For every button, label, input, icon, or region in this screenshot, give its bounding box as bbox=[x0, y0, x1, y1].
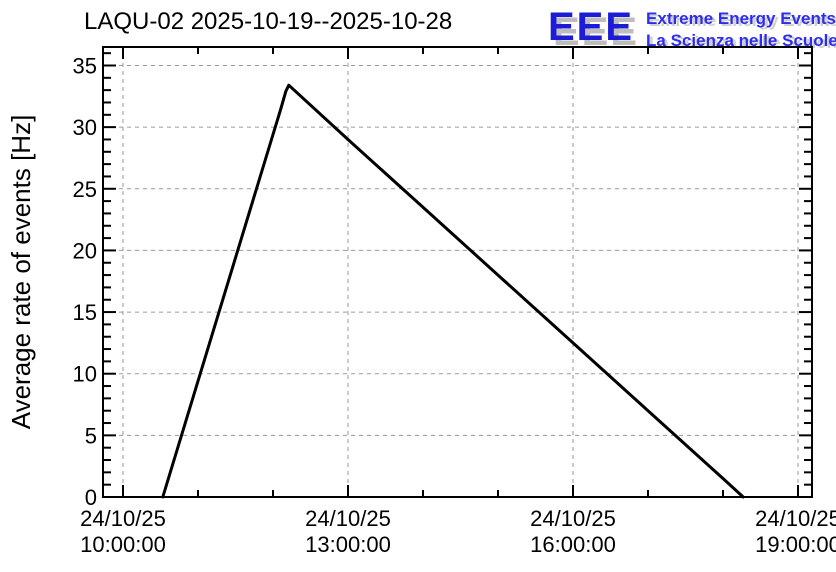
x-tick-label-time: 16:00:00 bbox=[530, 532, 616, 557]
eee-logo: EEE Extreme Energy Events La Scienza nel… bbox=[548, 5, 836, 52]
y-tick-label: 15 bbox=[73, 300, 97, 325]
x-tick-label-time: 19:00:00 bbox=[755, 532, 836, 557]
y-tick-label: 30 bbox=[73, 115, 97, 140]
x-tick-label-date: 24/10/25 bbox=[80, 506, 166, 531]
eee-logo-text: Extreme Energy Events La Scienza nelle S… bbox=[646, 8, 836, 52]
y-tick-label: 35 bbox=[73, 53, 97, 78]
eee-logo-acronym: EEE bbox=[548, 5, 635, 49]
x-tick-label-date: 24/10/25 bbox=[755, 506, 836, 531]
y-tick-label: 25 bbox=[73, 177, 97, 202]
y-tick-label: 10 bbox=[73, 362, 97, 387]
eee-logo-line1: Extreme Energy Events bbox=[646, 9, 836, 28]
x-tick-label-date: 24/10/25 bbox=[530, 506, 616, 531]
x-tick-label-time: 10:00:00 bbox=[80, 532, 166, 557]
y-tick-label: 20 bbox=[73, 238, 97, 263]
x-tick-label-date: 24/10/25 bbox=[305, 506, 391, 531]
x-tick-label-time: 13:00:00 bbox=[305, 532, 391, 557]
eee-logo-line2: La Scienza nelle Scuole bbox=[646, 31, 836, 50]
chart-title: LAQU-02 2025-10-19--2025-10-28 bbox=[84, 8, 453, 35]
plot-frame bbox=[102, 46, 813, 498]
rate-data-line bbox=[161, 83, 745, 499]
y-tick-label: 0 bbox=[85, 485, 97, 510]
y-tick-label: 5 bbox=[85, 423, 97, 448]
